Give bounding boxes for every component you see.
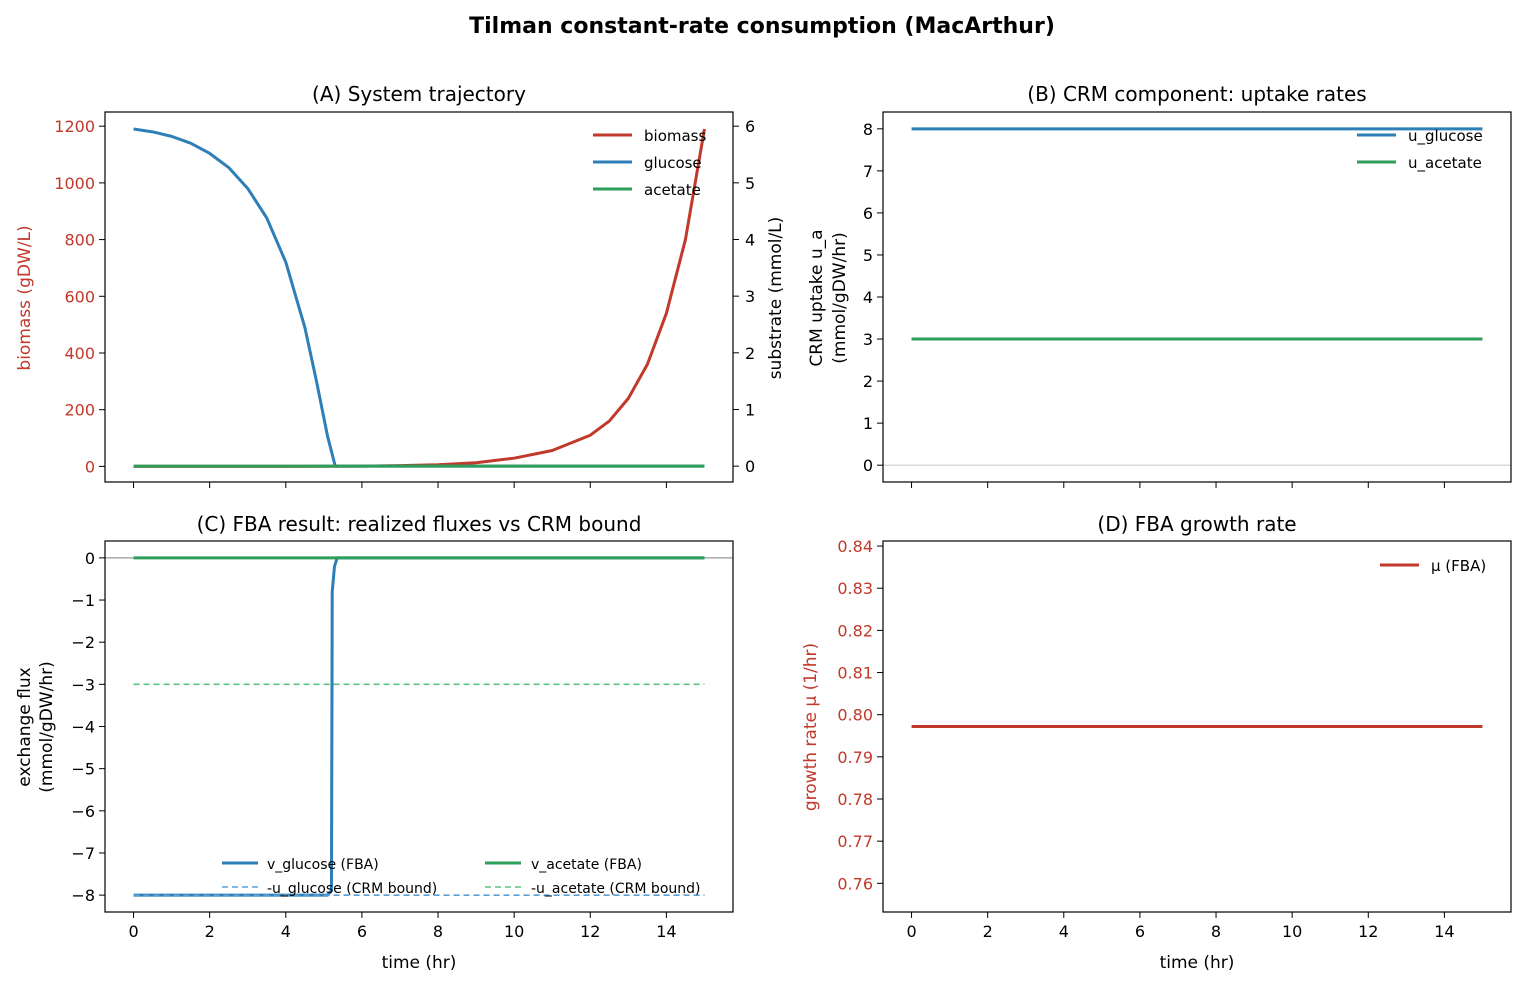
panel-a-title: (A) System trajectory [312, 82, 526, 106]
panel-d-xtick-label: 12 [1358, 922, 1378, 941]
panel-d-xtick-label: 10 [1282, 922, 1302, 941]
panel-a-ytick-label: 800 [64, 231, 95, 250]
panel-a-ylabel-right: substrate (mmol/L) [766, 217, 786, 380]
panel-c-legend: v_glucose (FBA) v_acetate (FBA) -u_gluco… [222, 857, 700, 897]
panel-d-ytick-label: 0.82 [837, 621, 873, 640]
panel-d-plot: 0 2 4 6 8 10 12 14 0.76 0.77 0.78 0.79 0.80 0.81 0.82 0… [837, 537, 1512, 941]
panel-c-ytick-label: −5 [71, 760, 95, 779]
panel-d-title: (D) FBA growth rate [1097, 512, 1296, 536]
legend-u-glucose-label: u_glucose [1408, 127, 1483, 146]
panel-b-ylabel: CRM uptake u_a [807, 229, 827, 366]
panel-b-ytick-label: 6 [863, 204, 873, 223]
panel-d-ytick-label: 0.83 [837, 579, 873, 598]
legend-v-glucose-label: v_glucose (FBA) [267, 857, 379, 873]
panel-c-xlabel: time (hr) [382, 953, 457, 973]
panel-a-ytick-label: 200 [64, 401, 95, 420]
legend-acetate-label: acetate [644, 181, 701, 199]
panel-c-xtick-label: 0 [128, 922, 138, 941]
panel-b-plot: 0 1 2 3 4 5 6 7 8 [863, 111, 1512, 488]
panel-a-plot: 0 200 400 600 800 1000 1200 0 1 2 3 4 5 6 [54, 111, 755, 488]
panel-b-ytick-label: 3 [863, 330, 873, 349]
panel-a-ytick-right-label: 2 [745, 344, 755, 363]
panel-d: (D) FBA growth rate 0 2 4 6 8 10 12 140.760.770… [801, 512, 1512, 973]
panel-d-ytick-label: 0.76 [837, 874, 873, 893]
panel-c: (C) FBA result: realized fluxes vs CRM b… [15, 512, 734, 973]
panel-c-ytick-label: −6 [71, 802, 95, 821]
panel-a-ytick-right-label: 1 [745, 400, 755, 419]
panel-d-legend: μ (FBA) [1380, 557, 1486, 575]
panel-a-ytick-label: 600 [64, 287, 95, 306]
panel-c-xtick-label: 2 [205, 922, 215, 941]
panel-d-ytick-label: 0.84 [837, 537, 873, 556]
panel-c-ylabel: exchange flux [15, 667, 35, 786]
panel-b-ylabel-line2: (mmol/gDW/hr) [830, 232, 850, 363]
panel-a-ytick-right-label: 6 [745, 117, 755, 136]
panel-d-ylabel: growth rate μ (1/hr) [801, 643, 821, 811]
panel-d-xtick-label: 8 [1211, 922, 1221, 941]
legend-u-acetate-bound-label: -u_acetate (CRM bound) [531, 881, 700, 897]
panel-b-legend: u_glucose u_acetate [1357, 127, 1483, 173]
panel-a-ytick-right-label: 5 [745, 174, 755, 193]
panel-b-ytick-label: 2 [863, 372, 873, 391]
panel-c-ylabel-line2: (mmol/gDW/hr) [37, 661, 57, 792]
panel-c-ytick-label: −2 [71, 633, 95, 652]
panel-a-ytick-right-label: 4 [745, 230, 755, 249]
panel-d-xtick-label: 2 [983, 922, 993, 941]
legend-u-glucose-bound-label: -u_glucose (CRM bound) [267, 881, 437, 897]
panel-d-ytick-label: 0.77 [837, 832, 873, 851]
panel-a: (A) System trajectory 0 200 400 600 800 1000 1… [15, 82, 786, 488]
panel-c-xtick-label: 12 [580, 922, 600, 941]
panel-d-xtick-label: 0 [906, 922, 916, 941]
panel-b-ytick-label: 4 [863, 288, 873, 307]
legend-u-acetate-label: u_acetate [1408, 154, 1482, 173]
panel-b-ytick-label: 7 [863, 162, 873, 181]
panel-b-ytick-label: 8 [863, 120, 873, 139]
panel-b-ytick-label: 0 [863, 456, 873, 475]
figure-title: Tilman constant-rate consumption (MacArt… [469, 14, 1055, 39]
panel-a-ytick-label: 0 [85, 457, 95, 476]
panel-d-ytick-label: 0.81 [837, 664, 873, 683]
panel-b: (B) CRM component: uptake rates 0 1 2 3 4 5 6 7… [807, 82, 1512, 488]
panel-c-title: (C) FBA result: realized fluxes vs CRM b… [197, 512, 642, 536]
legend-v-acetate-label: v_acetate (FBA) [531, 857, 642, 873]
panel-a-ytick-right-label: 3 [745, 287, 755, 306]
panel-c-xtick-label: 6 [357, 922, 367, 941]
panel-d-ytick-label: 0.80 [837, 706, 873, 725]
panel-d-xtick-label: 6 [1135, 922, 1145, 941]
panel-c-ytick-label: −1 [71, 591, 95, 610]
panel-b-ytick-label: 5 [863, 246, 873, 265]
panel-d-xtick-label: 4 [1059, 922, 1069, 941]
panel-b-ytick-label: 1 [863, 414, 873, 433]
panel-c-xtick-label: 4 [281, 922, 291, 941]
panel-c-xtick-label: 14 [656, 922, 676, 941]
panel-a-frame [104, 111, 734, 483]
panel-a-legend: biomass glucose acetate [593, 127, 706, 199]
panel-b-title: (B) CRM component: uptake rates [1027, 82, 1366, 106]
panel-d-ytick-label: 0.79 [837, 748, 873, 767]
panel-a-ytick-right-label: 0 [745, 457, 755, 476]
panel-c-ytick-label: 0 [85, 549, 95, 568]
legend-biomass-label: biomass [644, 127, 706, 145]
panel-d-frame [882, 540, 1512, 913]
panel-c-ytick-label: −3 [71, 675, 95, 694]
panel-c-xtick-label: 10 [504, 922, 524, 941]
panel-a-ytick-label: 1000 [54, 174, 95, 193]
panel-c-ytick-label: −7 [71, 844, 95, 863]
panel-a-ylabel: biomass (gDW/L) [15, 225, 35, 370]
legend-glucose-label: glucose [644, 154, 702, 172]
panel-c-frame [104, 540, 734, 913]
legend-mu-label: μ (FBA) [1431, 557, 1486, 575]
panel-b-frame [882, 111, 1512, 483]
panel-c-xtick-label: 8 [433, 922, 443, 941]
panel-c-ytick-label: −4 [71, 718, 95, 737]
panel-a-ytick-label: 400 [64, 344, 95, 363]
panel-a-ytick-label: 1200 [54, 117, 95, 136]
panel-d-xtick-label: 14 [1434, 922, 1454, 941]
panel-d-ytick-label: 0.78 [837, 790, 873, 809]
panel-c-ytick-label: −8 [71, 886, 95, 905]
panel-c-plot: 0 2 4 6 8 10 12 14 0 −1 −2 −3 −4 −5 −6 −7 −8 [71, 540, 734, 941]
panel-d-xlabel: time (hr) [1160, 953, 1235, 973]
